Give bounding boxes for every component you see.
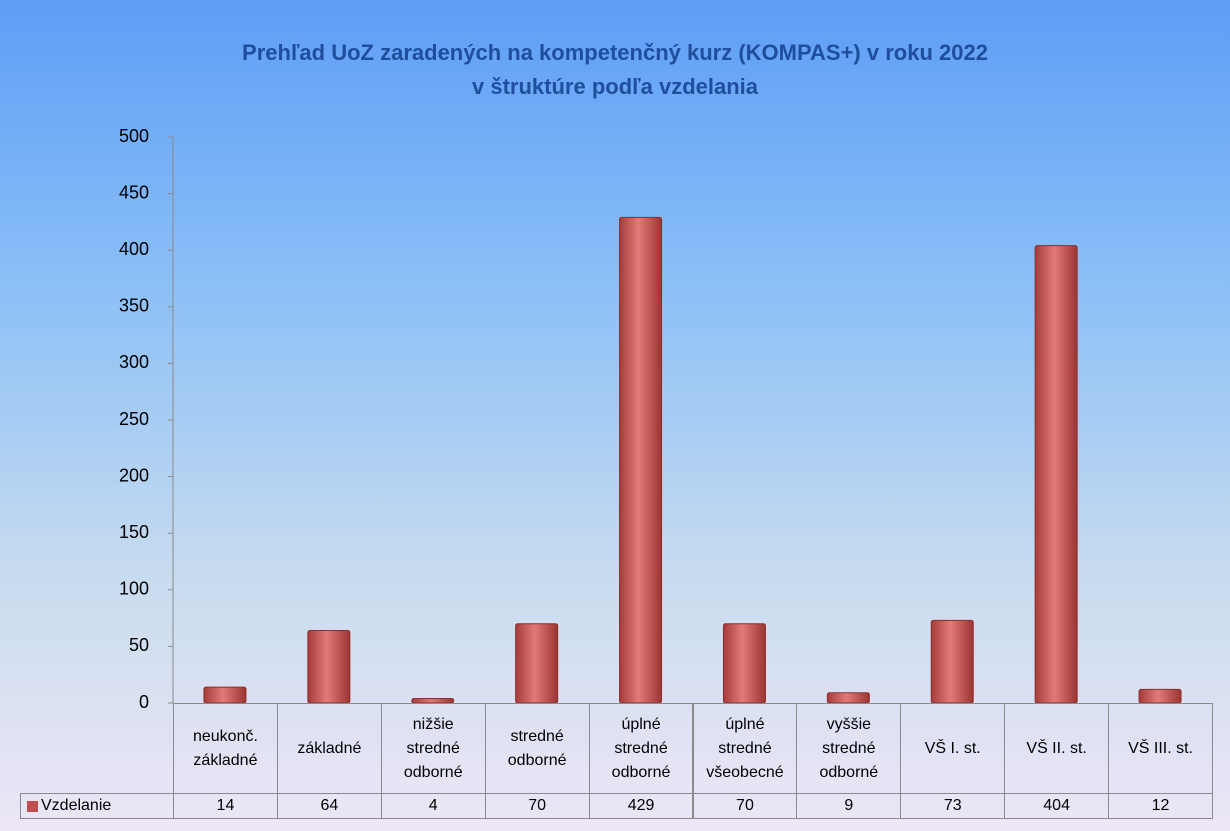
value-cell: 14 [173, 793, 278, 819]
bar [1034, 245, 1078, 704]
legend-cell: Vzdelanie [20, 793, 174, 819]
y-tick-label: 400 [119, 239, 149, 259]
legend-label: Vzdelanie [41, 797, 112, 814]
value-cell: 429 [588, 793, 694, 819]
bar [930, 619, 974, 704]
category-cell: úplné stredné odborné [588, 703, 694, 794]
y-tick-label: 0 [139, 692, 149, 712]
y-tick-label: 150 [119, 522, 149, 542]
value-cell: 12 [1108, 793, 1213, 819]
y-tick-label: 500 [119, 126, 149, 146]
y-tick-label: 200 [119, 465, 149, 485]
category-cell: úplné stredné všeobecné [692, 703, 798, 794]
bar [203, 686, 247, 704]
value-cell: 73 [900, 793, 1006, 819]
y-tick-label: 250 [119, 409, 149, 429]
bar [826, 692, 870, 704]
value-cell: 64 [276, 793, 382, 819]
y-tick-label: 350 [119, 296, 149, 316]
category-cell: základné [276, 703, 382, 794]
bar [619, 216, 663, 704]
category-cell: VŠ I. st. [900, 703, 1006, 794]
value-cell: 70 [484, 793, 590, 819]
value-cell: 70 [692, 793, 798, 819]
category-cell: VŠ II. st. [1004, 703, 1110, 794]
category-cell: nižšie stredné odborné [380, 703, 486, 794]
bar [722, 623, 766, 704]
y-tick-label: 50 [129, 635, 149, 655]
value-cell: 404 [1004, 793, 1110, 819]
y-tick-label: 450 [119, 182, 149, 202]
chart-title: Prehľad UoZ zaradených na kompetenčný ku… [242, 40, 988, 65]
category-cell: vyššie stredné odborné [796, 703, 902, 794]
chart-title: v štruktúre podľa vzdelania [472, 74, 758, 99]
value-cell: 4 [380, 793, 486, 819]
category-cell: VŠ III. st. [1108, 703, 1213, 794]
bar [307, 630, 351, 704]
bar [1138, 688, 1182, 704]
bar [411, 697, 455, 704]
y-tick-label: 300 [119, 352, 149, 372]
legend-swatch [27, 800, 38, 812]
y-tick-label: 100 [119, 579, 149, 599]
value-cell: 9 [796, 793, 902, 819]
category-cell: neukonč. základné [173, 703, 278, 794]
category-cell: stredné odborné [484, 703, 590, 794]
bar [515, 623, 559, 704]
